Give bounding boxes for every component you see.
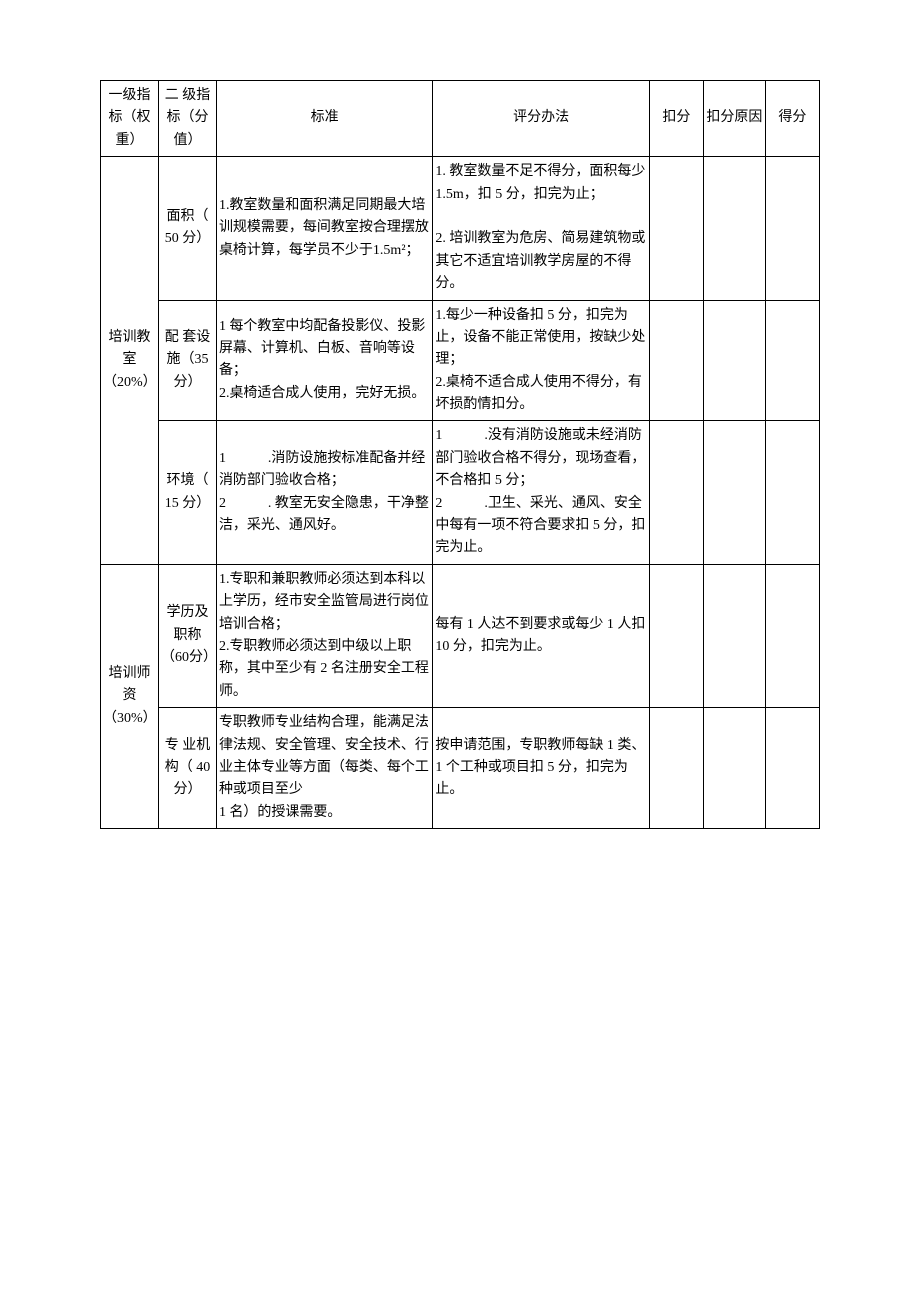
cell-level2: 专 业机构（ 40 分） <box>158 708 216 829</box>
cell-score <box>765 564 819 707</box>
cell-level1: 培训师资（30%） <box>101 564 159 828</box>
header-level2: 二 级指 标（分值） <box>158 81 216 157</box>
header-row: 一级指标（权重） 二 级指 标（分值） 标准 评分办法 扣分 扣分原因 得分 <box>101 81 820 157</box>
header-method: 评分办法 <box>433 81 649 157</box>
header-level1: 一级指标（权重） <box>101 81 159 157</box>
cell-reason <box>703 300 765 421</box>
table-row: 培训师资（30%）学历及职称（60分）1.专职和兼职教师必须达到本科以上学历，经… <box>101 564 820 707</box>
cell-standard: 1 每个教室中均配备投影仪、投影屏幕、计算机、白板、音响等设备； 2.桌椅适合成… <box>216 300 432 421</box>
cell-reason <box>703 157 765 300</box>
header-score: 得分 <box>765 81 819 157</box>
table-row: 培训教室（20%）面积（ 50 分）1.教室数量和面积满足同期最大培训规模需要，… <box>101 157 820 300</box>
header-standard: 标准 <box>216 81 432 157</box>
evaluation-table: 一级指标（权重） 二 级指 标（分值） 标准 评分办法 扣分 扣分原因 得分 培… <box>100 80 820 829</box>
cell-method: 1 .没有消防设施或未经消防部门验收合格不得分，现场查看，不合格扣 5 分； 2… <box>433 421 649 564</box>
cell-deduct <box>649 421 703 564</box>
header-deduct: 扣分 <box>649 81 703 157</box>
cell-score <box>765 708 819 829</box>
cell-deduct <box>649 564 703 707</box>
cell-score <box>765 157 819 300</box>
table-row: 专 业机构（ 40 分）专职教师专业结构合理，能满足法律法规、安全管理、安全技术… <box>101 708 820 829</box>
cell-deduct <box>649 157 703 300</box>
cell-standard: 1 .消防设施按标准配备并经消防部门验收合格； 2 . 教室无安全隐患，干净整洁… <box>216 421 432 564</box>
cell-method: 1. 教室数量不足不得分，面积每少 1.5m，扣 5 分，扣完为止； 2. 培训… <box>433 157 649 300</box>
cell-method: 每有 1 人达不到要求或每少 1 人扣 10 分，扣完为止。 <box>433 564 649 707</box>
cell-standard: 1.专职和兼职教师必须达到本科以上学历，经市安全监管局进行岗位培训合格； 2.专… <box>216 564 432 707</box>
cell-reason <box>703 564 765 707</box>
cell-standard: 1.教室数量和面积满足同期最大培训规模需要，每间教室按合理摆放桌椅计算，每学员不… <box>216 157 432 300</box>
cell-level2: 配 套设施（35 分） <box>158 300 216 421</box>
cell-score <box>765 421 819 564</box>
cell-level2: 面积（ 50 分） <box>158 157 216 300</box>
cell-standard: 专职教师专业结构合理，能满足法律法规、安全管理、安全技术、行业主体专业等方面（每… <box>216 708 432 829</box>
table-row: 环境（ 15 分）1 .消防设施按标准配备并经消防部门验收合格； 2 . 教室无… <box>101 421 820 564</box>
cell-reason <box>703 708 765 829</box>
cell-level2: 学历及职称（60分） <box>158 564 216 707</box>
cell-score <box>765 300 819 421</box>
cell-reason <box>703 421 765 564</box>
cell-deduct <box>649 300 703 421</box>
cell-method: 按申请范围，专职教师每缺 1 类、1 个工种或项目扣 5 分，扣完为止。 <box>433 708 649 829</box>
cell-deduct <box>649 708 703 829</box>
cell-level2: 环境（ 15 分） <box>158 421 216 564</box>
header-reason: 扣分原因 <box>703 81 765 157</box>
cell-method: 1.每少一种设备扣 5 分，扣完为止，设备不能正常使用，按缺少处理； 2.桌椅不… <box>433 300 649 421</box>
table-row: 配 套设施（35 分）1 每个教室中均配备投影仪、投影屏幕、计算机、白板、音响等… <box>101 300 820 421</box>
cell-level1: 培训教室（20%） <box>101 157 159 565</box>
